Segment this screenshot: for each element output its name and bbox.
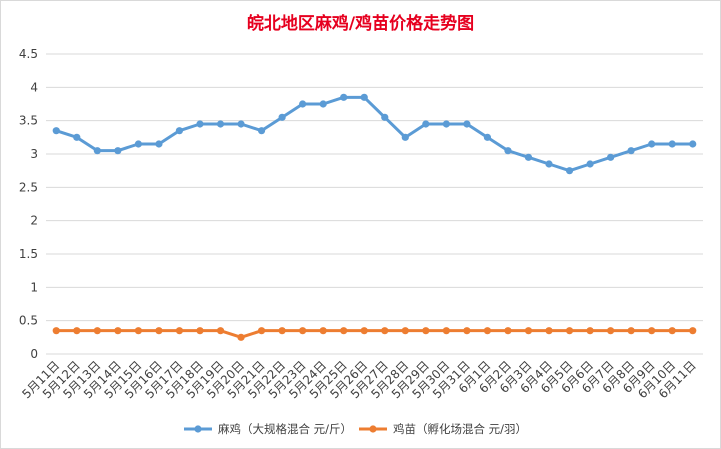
data-point [422, 120, 430, 128]
series-line [54, 329, 695, 339]
series-1 [52, 93, 697, 175]
legend: 麻鸡（大规格混合 元/斤） 鸡苗（孵化场混合 元/羽） [184, 422, 527, 436]
y-tick-label: 3 [30, 147, 38, 161]
y-axis-ticks: 0 0.5 1 1.5 2 2.5 3 3.5 4 4.5 [19, 47, 38, 361]
data-point [504, 327, 512, 335]
series-layer [52, 93, 697, 341]
chart-title: 皖北地区麻鸡/鸡苗价格走势图 [246, 14, 475, 34]
series-2 [52, 327, 697, 341]
legend-label: 鸡苗（孵化场混合 元/羽） [393, 422, 527, 436]
data-point [442, 327, 450, 335]
data-point [196, 120, 204, 128]
data-point [483, 133, 492, 141]
data-point [299, 100, 307, 108]
legend-label: 麻鸡（大规格混合 元/斤） [218, 422, 352, 436]
data-point [648, 327, 656, 335]
y-tick-label: 1 [30, 280, 38, 294]
data-point [381, 113, 389, 121]
data-point [73, 133, 81, 141]
data-point [196, 327, 204, 335]
data-point [401, 327, 409, 335]
data-point [627, 147, 635, 155]
data-point [237, 120, 245, 128]
data-point [175, 327, 184, 335]
data-point [257, 327, 266, 335]
data-point [93, 147, 101, 155]
data-point [401, 133, 409, 141]
data-point [545, 160, 553, 168]
y-tick-label: 3.5 [19, 114, 38, 128]
y-tick-label: 0.5 [19, 314, 38, 328]
data-point [463, 327, 471, 335]
data-point [114, 147, 122, 155]
data-point [668, 140, 676, 148]
data-point [360, 93, 368, 101]
data-point [319, 327, 327, 335]
data-point [134, 140, 142, 148]
data-point [278, 113, 286, 121]
y-tick-label: 4.5 [19, 47, 38, 61]
y-tick-label: 1.5 [19, 247, 38, 261]
data-point [237, 333, 245, 341]
data-point [648, 140, 656, 148]
series-line [54, 95, 695, 173]
data-point [422, 327, 430, 335]
data-point [93, 327, 101, 335]
data-point [442, 120, 450, 128]
data-point [565, 327, 574, 335]
data-point [668, 327, 676, 335]
data-point [155, 140, 163, 148]
data-point [504, 147, 512, 155]
data-point [299, 327, 307, 335]
data-point [689, 327, 697, 335]
y-tick-label: 0 [30, 347, 38, 361]
data-point [134, 327, 142, 335]
data-point [545, 327, 553, 335]
data-point [340, 327, 348, 335]
data-point [340, 93, 348, 101]
data-point [319, 100, 327, 108]
data-point [586, 160, 594, 168]
data-point [114, 327, 122, 335]
y-tick-label: 2 [30, 214, 38, 228]
data-point [524, 153, 533, 161]
data-point [175, 127, 184, 135]
y-tick-label: 4 [30, 80, 38, 94]
data-point [257, 127, 266, 135]
data-point [278, 327, 286, 335]
data-point [565, 167, 574, 175]
y-tick-label: 2.5 [19, 180, 38, 194]
legend-swatch-marker [369, 425, 377, 433]
x-axis-ticks: 5月11日5月12日5月13日5月14日5月15日5月16日5月17日5月18日… [19, 358, 699, 401]
gridlines [46, 53, 703, 355]
data-point [360, 327, 368, 335]
data-point [155, 327, 163, 335]
data-point [607, 153, 615, 161]
data-point [463, 120, 471, 128]
data-point [73, 327, 81, 335]
data-point [586, 327, 594, 335]
data-point [524, 327, 533, 335]
data-point [483, 327, 492, 335]
data-point [689, 140, 697, 148]
data-point [381, 327, 389, 335]
data-point [607, 327, 615, 335]
legend-swatch-marker [194, 425, 202, 433]
data-point [216, 327, 225, 335]
data-point [52, 327, 60, 335]
data-point [627, 327, 635, 335]
data-point [216, 120, 225, 128]
data-point [52, 127, 60, 135]
